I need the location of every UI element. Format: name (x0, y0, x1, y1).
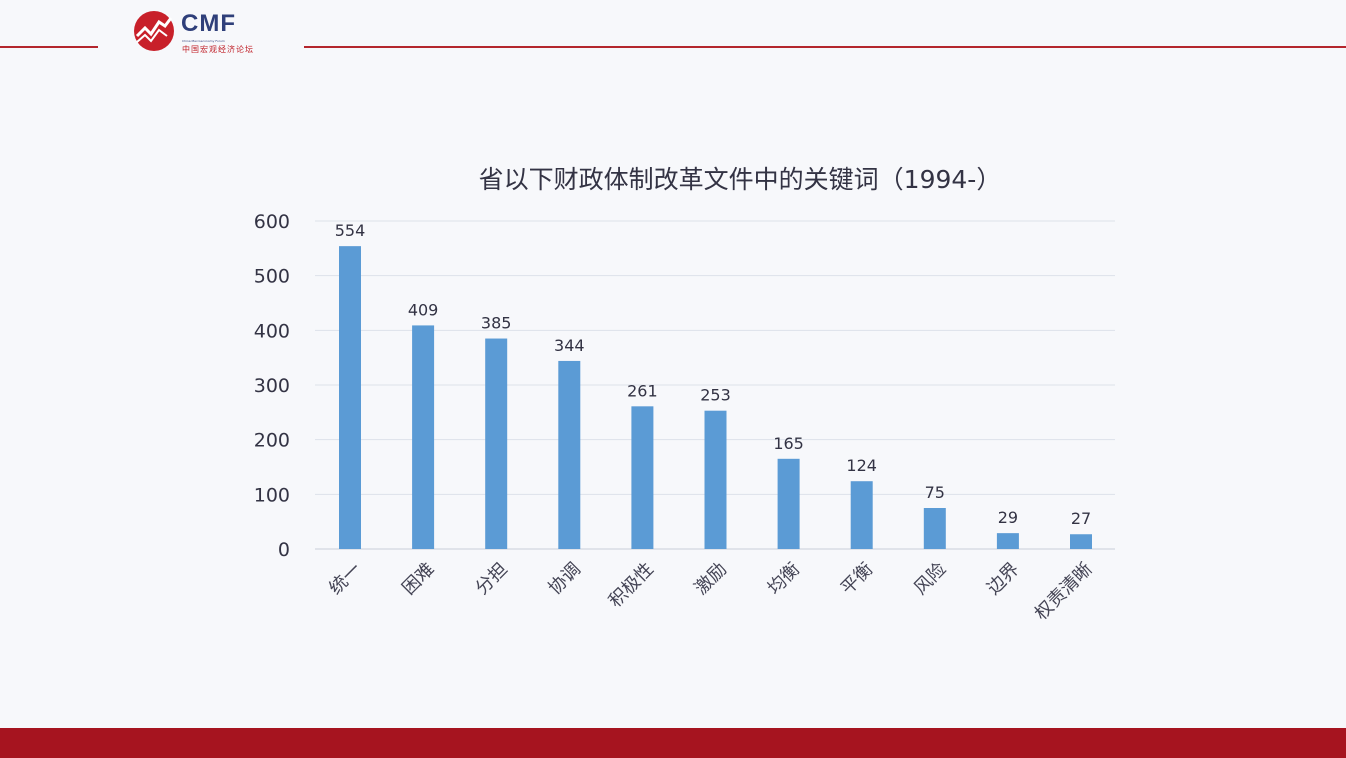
bar (631, 406, 654, 549)
bar (558, 360, 581, 549)
x-tick-label: 均衡 (764, 559, 804, 599)
header-line-left (0, 46, 98, 48)
x-tick-label: 风险 (910, 559, 950, 599)
data-label: 344 (554, 336, 585, 355)
bar (485, 338, 508, 549)
bar (923, 508, 946, 549)
y-tick-label: 100 (254, 484, 290, 506)
y-tick-label: 400 (254, 320, 290, 342)
x-tick-label: 困难 (398, 559, 438, 599)
logo-text: CMF (181, 10, 236, 37)
y-tick-label: 0 (278, 539, 290, 561)
data-label: 29 (998, 508, 1018, 527)
x-tick-label: 权责清晰 (1031, 559, 1097, 625)
chart-title: 省以下财政体制改革文件中的关键词（1994-） (478, 165, 1002, 194)
header-line-right (304, 46, 1346, 48)
bar-chart: 0 100 200 300 400 500 600 554 统一 409 困难 385 分担 344 协调 2… (254, 211, 1115, 625)
data-label: 27 (1071, 509, 1091, 528)
bar (996, 533, 1019, 549)
y-tick-label: 300 (254, 375, 290, 397)
data-label: 385 (481, 314, 512, 333)
data-label: 75 (925, 483, 945, 502)
bar (704, 410, 727, 549)
bar (412, 325, 435, 549)
y-tick-label: 600 (254, 211, 290, 233)
data-label: 124 (846, 456, 877, 475)
bar (850, 481, 873, 549)
x-tick-label: 激励 (691, 559, 731, 599)
data-label: 554 (335, 221, 366, 240)
bar (1070, 534, 1092, 549)
data-label: 409 (408, 300, 439, 319)
x-tick-label: 积极性 (605, 559, 658, 612)
data-label: 253 (700, 386, 731, 405)
x-tick-label: 协调 (545, 559, 585, 599)
x-tick-label: 统一 (325, 559, 365, 599)
cmf-logo: CMF China Macroeconomy Forum 中国宏观经济论坛 (133, 10, 293, 56)
x-tick-label: 边界 (983, 559, 1023, 599)
y-tick-label: 200 (254, 430, 290, 452)
logo-subtitle-cn: 中国宏观经济论坛 (182, 45, 254, 54)
x-tick-label: 分担 (471, 559, 511, 599)
data-label: 165 (773, 434, 804, 453)
data-label: 261 (627, 381, 658, 400)
bar (339, 246, 361, 549)
footer-bar (0, 728, 1346, 758)
y-tick-label: 500 (254, 266, 290, 288)
logo-subtitle-en: China Macroeconomy Forum (182, 39, 225, 43)
bar (777, 458, 800, 549)
x-tick-label: 平衡 (837, 559, 877, 599)
logo-mark-icon (134, 11, 174, 51)
